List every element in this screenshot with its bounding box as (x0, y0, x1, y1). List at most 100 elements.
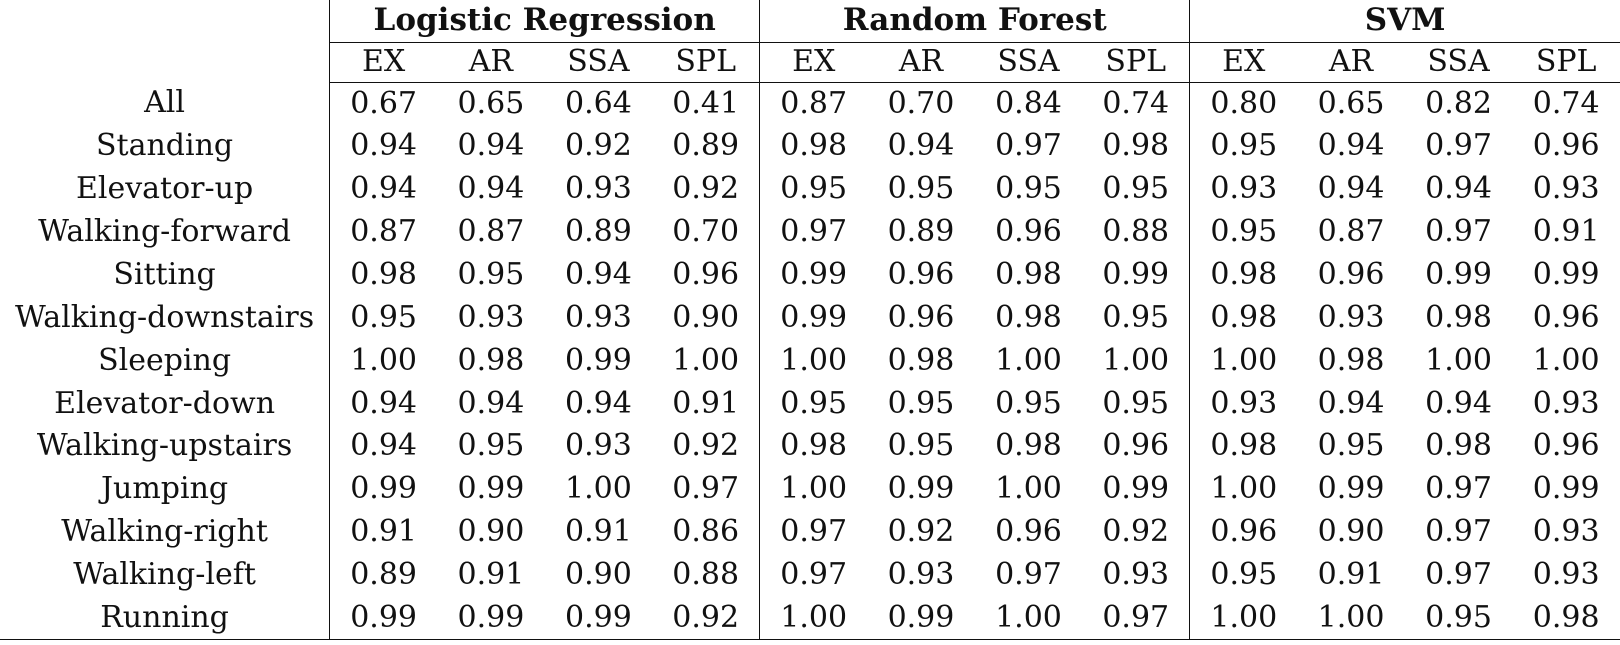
value-cell: 1.00 (1189, 467, 1298, 511)
value-cell: 0.98 (1189, 296, 1298, 340)
group-header-row: Logistic Regression Random Forest SVM (0, 0, 1620, 42)
value-cell: 1.00 (1102, 342, 1170, 378)
value-cell: 0.93 (1317, 299, 1385, 335)
value-cell: 0.96 (1189, 510, 1298, 554)
value-cell: 0.93 (1189, 382, 1298, 425)
value-cell: 0.67 (329, 82, 438, 125)
value-cell: 0.96 (1102, 428, 1170, 464)
value-cell: 0.89 (565, 214, 632, 250)
value-cell: 0.99 (759, 253, 868, 297)
value-cell: 0.96 (995, 214, 1062, 250)
value-cell: 0.99 (565, 342, 632, 378)
value-cell: 0.94 (329, 382, 438, 425)
value-cell: 0.91 (1317, 557, 1385, 593)
row-label: Walking-downstairs (15, 299, 315, 335)
value-cell: 0.99 (759, 296, 868, 340)
value-cell: 0.87 (329, 210, 438, 254)
value-cell: 0.91 (329, 510, 438, 554)
value-cell: 0.98 (1512, 596, 1620, 640)
row-label: Sitting (113, 256, 216, 292)
value-cell: 0.97 (995, 128, 1062, 164)
group-header: SVM (1189, 0, 1620, 42)
value-cell: 0.90 (457, 514, 525, 550)
value-cell: 0.98 (1102, 128, 1170, 164)
value-cell: 0.97 (1425, 214, 1492, 250)
value-cell: 0.97 (759, 510, 868, 554)
value-cell: 0.98 (995, 299, 1062, 335)
value-cell: 0.92 (887, 514, 955, 550)
value-cell: 0.97 (1425, 128, 1492, 164)
value-cell: 0.94 (329, 425, 438, 468)
value-cell: 0.98 (759, 425, 868, 468)
value-cell: 0.98 (759, 124, 868, 168)
value-cell: 1.00 (1189, 339, 1298, 383)
value-cell: 0.98 (329, 253, 438, 297)
table-row: Elevator-up 0.94 0.94 0.93 0.92 0.95 0.95 0.95 0… (0, 167, 1620, 211)
value-cell: 0.97 (995, 557, 1062, 593)
value-cell: 0.96 (887, 299, 955, 335)
value-cell: 0.96 (1532, 128, 1600, 164)
row-label: Standing (95, 128, 234, 164)
value-cell: 0.65 (1317, 85, 1385, 121)
value-cell: 0.91 (457, 557, 525, 593)
row-label: Elevator-down (54, 385, 276, 421)
table-row: Jumping 0.99 0.99 1.00 0.97 1.00 0.99 1.00 0.99 1… (0, 467, 1620, 511)
value-cell: 0.99 (544, 596, 653, 640)
value-cell: 0.98 (887, 342, 955, 378)
value-cell: 0.98 (457, 342, 525, 378)
value-cell: 0.98 (1425, 428, 1492, 464)
table-row: Sleeping 1.00 0.98 0.99 1.00 1.00 0.98 1.00 1.00… (0, 339, 1620, 383)
value-cell: 0.89 (329, 553, 438, 597)
value-cell: 0.98 (1425, 299, 1492, 335)
value-cell: 0.92 (672, 171, 740, 207)
value-cell: 0.89 (672, 128, 740, 164)
subcolumn-header: AR (437, 41, 545, 83)
value-cell: 0.95 (329, 296, 438, 340)
value-cell: 0.99 (887, 471, 955, 507)
value-cell: 0.95 (1102, 171, 1170, 207)
subcolumn-header: EX (329, 41, 438, 83)
value-cell: 0.97 (759, 210, 868, 254)
value-cell: 0.93 (457, 299, 525, 335)
row-label: Elevator-up (75, 171, 254, 207)
subcolumn-header: SPL (1512, 41, 1620, 83)
value-cell: 0.74 (1532, 85, 1600, 121)
value-cell: 0.98 (1189, 425, 1298, 468)
table-row: Walking-forward 0.87 0.87 0.89 0.70 0.97 0.89 0… (0, 210, 1620, 254)
value-cell: 1.00 (329, 339, 438, 383)
value-cell: 0.93 (1102, 557, 1170, 593)
subcolumn-header: SPL (1082, 41, 1190, 83)
value-cell: 1.00 (759, 596, 868, 640)
table-row: Walking-upstairs 0.94 0.95 0.93 0.92 0.98 0.95… (0, 425, 1620, 468)
table-row: Walking-right 0.91 0.90 0.91 0.86 0.97 0.92 0.9… (0, 510, 1620, 554)
value-cell: 0.94 (457, 171, 525, 207)
value-cell: 0.95 (759, 167, 868, 211)
value-cell: 0.64 (565, 85, 632, 121)
corner-cell (0, 0, 330, 42)
value-cell: 0.90 (1317, 514, 1385, 550)
value-cell: 0.98 (1317, 342, 1385, 378)
value-cell: 0.95 (995, 385, 1062, 421)
subcolumn-header: SSA (1404, 41, 1513, 83)
value-cell: 0.70 (672, 214, 740, 250)
value-cell: 0.94 (1425, 385, 1492, 421)
subcolumn-header: AR (867, 41, 975, 83)
value-cell: 0.88 (1102, 214, 1170, 250)
value-cell: 0.87 (457, 214, 525, 250)
value-cell: 0.97 (1425, 557, 1492, 593)
row-label: Running (0, 596, 330, 640)
value-cell: 0.99 (867, 596, 975, 640)
subcolumn-header: AR (1297, 41, 1405, 83)
subcolumn-header: EX (759, 41, 868, 83)
value-cell: 0.86 (672, 514, 740, 550)
value-cell: 0.99 (437, 596, 545, 640)
value-cell: 0.95 (1102, 299, 1170, 335)
value-cell: 1.00 (1425, 342, 1492, 378)
value-cell: 0.92 (672, 428, 740, 464)
table-row: Sitting 0.98 0.95 0.94 0.96 0.99 0.96 0.98 0.99 0… (0, 253, 1620, 297)
value-cell: 0.93 (565, 171, 632, 207)
value-cell: 0.99 (457, 471, 525, 507)
subcolumn-header: SSA (974, 41, 1083, 83)
value-cell: 0.88 (672, 557, 740, 593)
